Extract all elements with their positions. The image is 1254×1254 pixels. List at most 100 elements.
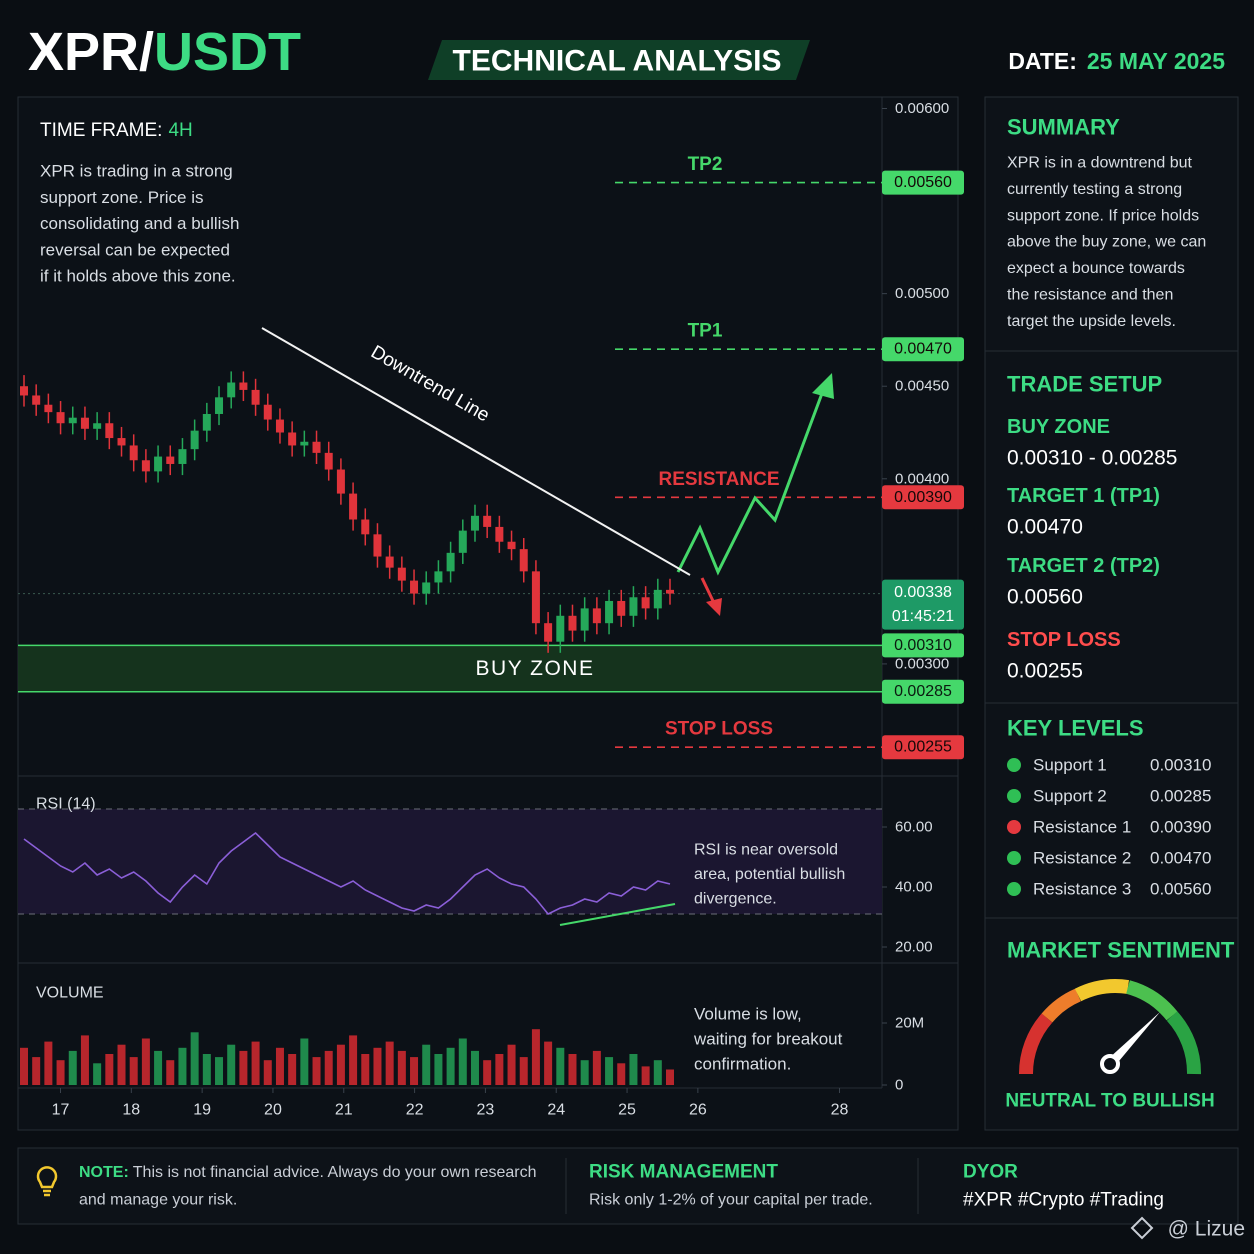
volume-bar (446, 1047, 455, 1085)
candle-body (227, 382, 236, 398)
bulb (36, 1166, 58, 1189)
y-tick-label: 0.00450 (895, 378, 949, 395)
gauge-arc (1018, 1013, 1053, 1075)
pair-title: XPR/USDT (28, 22, 301, 82)
level-label: Support 2 (1033, 787, 1107, 806)
candle-body (20, 386, 28, 396)
candle-body (434, 571, 443, 583)
summary-line: the resistance and then (1007, 287, 1173, 304)
volume-bar (44, 1041, 53, 1085)
x-tick-label: 28 (831, 1102, 849, 1119)
y-tick-label: 20.00 (895, 939, 933, 956)
level-dot (1007, 820, 1021, 834)
level-name: TP2 (688, 154, 723, 175)
y-tick-label: 0.00300 (895, 655, 949, 672)
level-label: Resistance 3 (1033, 880, 1131, 899)
note-prefix: NOTE: (79, 1164, 129, 1181)
level-value: 0.00390 (1150, 818, 1211, 837)
volume-bar (373, 1047, 382, 1085)
x-tick-label: 23 (477, 1102, 495, 1119)
volume-bar (666, 1069, 674, 1085)
candle-body (361, 519, 370, 535)
price-badge-label: 0.00390 (894, 489, 952, 506)
sentiment-title: MARKET SENTIMENT (1007, 938, 1235, 963)
badge-shape (428, 40, 810, 80)
panel-note: area, potential bullish (694, 866, 845, 883)
x-tick-label: 18 (122, 1102, 140, 1119)
price-badge (882, 633, 964, 658)
buy-zone-label: BUY ZONE (476, 657, 595, 680)
candle-body (288, 432, 297, 446)
volume-bar (592, 1050, 601, 1085)
timeframe-label: TIME FRAME: (40, 120, 162, 141)
quote-asset: USDT (154, 22, 301, 82)
candle-body (239, 382, 248, 390)
candle-body (117, 438, 126, 446)
candle-body (556, 615, 565, 642)
volume-bar (641, 1066, 650, 1085)
current-price-badge (882, 579, 964, 630)
volume-bar (483, 1060, 492, 1085)
summary-line: expect a bounce towards (1007, 260, 1185, 277)
volume-bar (105, 1054, 114, 1085)
level-dot (1007, 851, 1021, 865)
volume-bar (324, 1050, 333, 1085)
volume-bar (20, 1047, 28, 1085)
level-label: Resistance 1 (1033, 818, 1131, 837)
volume-bar (580, 1060, 589, 1085)
candle-body (617, 600, 626, 616)
chart-panel (17, 96, 959, 1131)
setup-value: 0.00560 (1007, 586, 1083, 609)
price-badge (882, 735, 964, 760)
y-tick-label: 0 (895, 1077, 903, 1094)
summary-line: XPR is in a downtrend but (1007, 155, 1193, 172)
volume-bar (422, 1044, 431, 1085)
timeframe: TIME FRAME: 4H (40, 120, 193, 141)
date: DATE: 25 MAY 2025 (1008, 48, 1225, 74)
setup-label: STOP LOSS (1007, 629, 1121, 651)
date-value: 25 MAY 2025 (1087, 48, 1225, 74)
level-label: Resistance 2 (1033, 849, 1131, 868)
dyor-text: #XPR #Crypto #Trading (963, 1190, 1164, 1211)
candle-body (312, 441, 321, 453)
levels-title: KEY LEVELS (1007, 716, 1144, 741)
projection-path (676, 387, 826, 576)
candle-body (458, 530, 467, 553)
y-tick-label: 40.00 (895, 879, 933, 896)
volume-bar (410, 1057, 419, 1085)
price-badge-label: 0.00560 (894, 174, 952, 191)
volume-bar (93, 1063, 102, 1085)
volume-bar (275, 1047, 284, 1085)
info-line: consolidating and a bullish (40, 214, 239, 233)
level-dot (1007, 882, 1021, 896)
volume-bar (239, 1050, 248, 1085)
candle-body (251, 389, 260, 405)
panel-title: RSI (14) (36, 796, 96, 813)
volume-bar (653, 1060, 662, 1085)
price-badge-label: 0.00470 (894, 341, 952, 358)
level-value: 0.00310 (1150, 756, 1211, 775)
info-line: reversal can be expected (40, 240, 230, 259)
info-line: support zone. Price is (40, 188, 203, 207)
candle-body (397, 567, 406, 581)
volume-bar (470, 1050, 479, 1085)
volume-bar (629, 1054, 638, 1085)
x-tick-label: 20 (264, 1102, 282, 1119)
level-name: RESISTANCE (658, 469, 779, 490)
volume-bar (495, 1054, 504, 1085)
level-value: 0.00470 (1150, 849, 1211, 868)
timeframe-value: 4H (168, 120, 192, 141)
summary-line: above the buy zone, we can (1007, 234, 1206, 251)
current-price-label: 0.00338 (894, 584, 952, 601)
candle-body (190, 430, 199, 450)
setup-value: 0.00255 (1007, 660, 1083, 683)
x-tick-label: 24 (547, 1102, 565, 1119)
panel-note: Volume is low, (694, 1005, 802, 1024)
candle-body (519, 549, 528, 572)
y-tick-label: 0.00400 (895, 470, 949, 487)
volume-bar (617, 1063, 626, 1085)
level-value: 0.00285 (1150, 787, 1211, 806)
drop-arrowhead (706, 598, 722, 616)
divergence-line (559, 903, 676, 926)
